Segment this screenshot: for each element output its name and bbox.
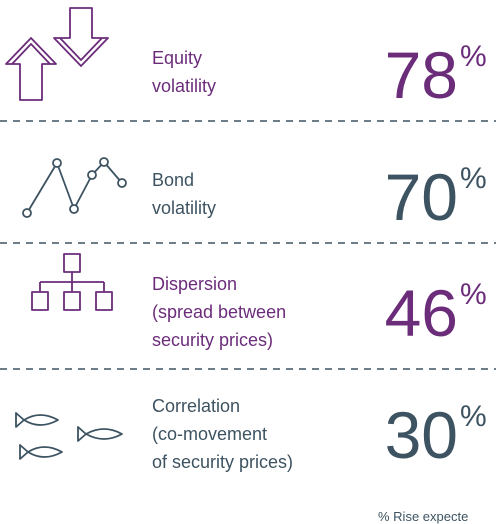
item-label: volatility [152,198,216,218]
item-label: Bond [152,170,194,190]
item-label: of security prices) [152,452,293,472]
footnote: % Rise expecte [378,509,468,524]
item-label: (co-movement [152,424,267,444]
item-value: 46 [385,276,458,350]
item-label: volatility [152,76,216,96]
item-label: Dispersion [152,274,237,294]
item-label: Correlation [152,396,240,416]
item-value: 70 [385,160,458,234]
item-unit: % [460,400,487,433]
hierarchy-icon [31,253,113,311]
line-icon [22,157,127,218]
item-label: (spread between [152,302,286,322]
item-label: security prices) [152,330,273,350]
item-unit: % [460,40,487,73]
fish-icon [15,412,123,460]
item-value: 78 [385,38,458,112]
item-value: 30 [385,398,458,472]
item-unit: % [460,162,487,195]
item-label: Equity [152,48,202,68]
item-unit: % [460,278,487,311]
arrows-icon [5,7,109,101]
